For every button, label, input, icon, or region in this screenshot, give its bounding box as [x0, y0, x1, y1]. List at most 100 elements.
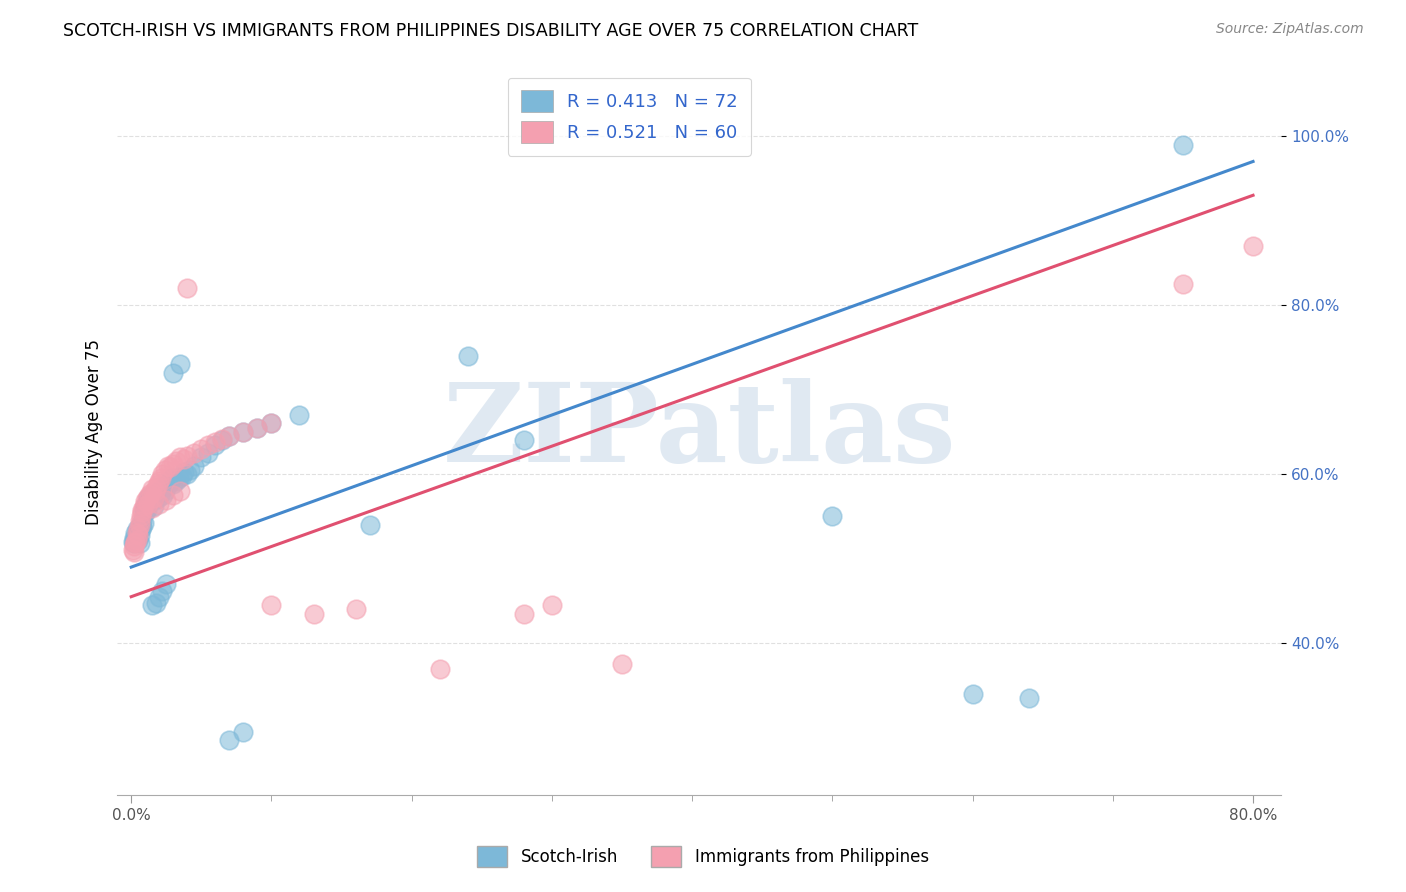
Point — [132, 500, 155, 514]
Point — [169, 450, 191, 465]
Point — [132, 502, 155, 516]
Point — [246, 420, 269, 434]
Point — [149, 485, 172, 500]
Point — [541, 598, 564, 612]
Point — [131, 519, 153, 533]
Point — [160, 471, 183, 485]
Point — [145, 488, 167, 502]
Point — [124, 534, 146, 549]
Point — [176, 467, 198, 482]
Point — [141, 598, 163, 612]
Legend: R = 0.413   N = 72, R = 0.521   N = 60: R = 0.413 N = 72, R = 0.521 N = 60 — [508, 78, 751, 156]
Point — [128, 514, 150, 528]
Point — [162, 488, 184, 502]
Point — [134, 505, 156, 519]
Point — [176, 281, 198, 295]
Point — [145, 480, 167, 494]
Point — [122, 539, 145, 553]
Point — [134, 494, 156, 508]
Point — [190, 442, 212, 456]
Point — [156, 475, 179, 490]
Point — [162, 457, 184, 471]
Point — [197, 446, 219, 460]
Text: ZIPatlas: ZIPatlas — [443, 378, 956, 485]
Point — [143, 492, 166, 507]
Legend: Scotch-Irish, Immigrants from Philippines: Scotch-Irish, Immigrants from Philippine… — [467, 836, 939, 877]
Point — [260, 417, 283, 431]
Point — [165, 454, 187, 468]
Point — [121, 543, 143, 558]
Point — [173, 452, 195, 467]
Point — [183, 446, 205, 460]
Point — [183, 458, 205, 473]
Point — [211, 434, 233, 448]
Point — [159, 474, 181, 488]
Point — [190, 450, 212, 465]
Y-axis label: Disability Age Over 75: Disability Age Over 75 — [86, 339, 103, 524]
Point — [139, 494, 162, 508]
Point — [157, 477, 180, 491]
Point — [125, 533, 148, 547]
Point — [288, 408, 311, 422]
Point — [142, 500, 165, 514]
Point — [260, 598, 283, 612]
Point — [131, 505, 153, 519]
Point — [127, 522, 149, 536]
Point — [162, 477, 184, 491]
Point — [129, 522, 152, 536]
Point — [211, 432, 233, 446]
Point — [162, 366, 184, 380]
Point — [135, 502, 157, 516]
Point — [513, 607, 536, 621]
Point — [204, 437, 226, 451]
Point — [135, 491, 157, 505]
Point — [159, 460, 181, 475]
Point — [128, 528, 150, 542]
Point — [173, 466, 195, 480]
Point — [218, 429, 240, 443]
Point — [232, 425, 254, 439]
Point — [146, 491, 169, 505]
Point — [122, 531, 145, 545]
Point — [121, 534, 143, 549]
Point — [141, 483, 163, 497]
Point — [139, 485, 162, 500]
Point — [1018, 691, 1040, 706]
Point — [138, 488, 160, 502]
Point — [246, 420, 269, 434]
Point — [136, 497, 159, 511]
Point — [148, 590, 170, 604]
Point — [122, 536, 145, 550]
Point — [136, 497, 159, 511]
Point — [302, 607, 325, 621]
Point — [148, 497, 170, 511]
Point — [150, 583, 173, 598]
Point — [125, 522, 148, 536]
Point — [179, 463, 201, 477]
Point — [150, 467, 173, 482]
Point — [218, 733, 240, 747]
Point — [134, 500, 156, 514]
Point — [457, 349, 479, 363]
Point — [156, 458, 179, 473]
Point — [150, 483, 173, 497]
Point — [169, 484, 191, 499]
Point — [513, 434, 536, 448]
Point — [176, 449, 198, 463]
Point — [141, 488, 163, 502]
Point — [131, 514, 153, 528]
Point — [122, 545, 145, 559]
Point — [127, 533, 149, 547]
Point — [170, 468, 193, 483]
Point — [136, 491, 159, 505]
Point — [142, 491, 165, 505]
Point — [260, 417, 283, 431]
Point — [429, 661, 451, 675]
Text: Source: ZipAtlas.com: Source: ZipAtlas.com — [1216, 22, 1364, 37]
Point — [141, 500, 163, 515]
Point — [167, 471, 190, 485]
Point — [155, 480, 177, 494]
Point — [610, 657, 633, 672]
Point — [127, 528, 149, 542]
Text: SCOTCH-IRISH VS IMMIGRANTS FROM PHILIPPINES DISABILITY AGE OVER 75 CORRELATION C: SCOTCH-IRISH VS IMMIGRANTS FROM PHILIPPI… — [63, 22, 918, 40]
